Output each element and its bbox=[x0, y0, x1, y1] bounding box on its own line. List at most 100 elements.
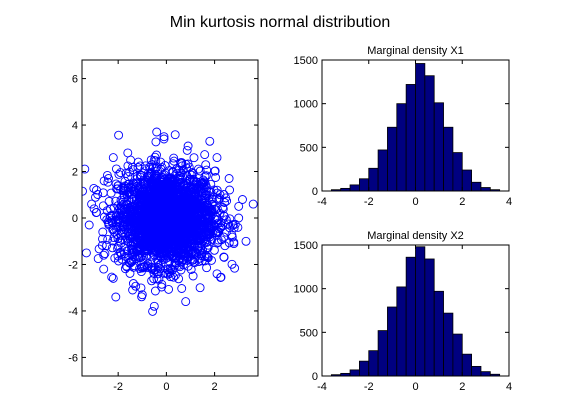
scatter-point bbox=[116, 207, 126, 217]
hist-x1-bar bbox=[368, 167, 379, 192]
scatter-point bbox=[136, 172, 145, 182]
hist-x1-xtick-label: -2 bbox=[364, 196, 374, 208]
scatter-point bbox=[126, 211, 136, 220]
hist-x2-xtick-label: 0 bbox=[412, 381, 418, 393]
scatter-points bbox=[82, 127, 258, 316]
hist-x2-title: Marginal density X2 bbox=[367, 230, 464, 242]
hist-x2-bar bbox=[405, 256, 416, 377]
scatter-point bbox=[134, 209, 143, 219]
scatter-point bbox=[179, 231, 189, 241]
scatter-point bbox=[181, 205, 191, 215]
scatter-point bbox=[152, 177, 161, 187]
hist-x2-bar bbox=[424, 258, 435, 377]
hist-x2-xtick-label: -2 bbox=[364, 381, 374, 393]
scatter-point bbox=[129, 213, 139, 222]
scatter-point bbox=[103, 177, 113, 187]
hist-x1-bar bbox=[461, 169, 473, 192]
scatter-point bbox=[160, 228, 170, 238]
scatter-point bbox=[169, 191, 179, 201]
hist-x1-bar bbox=[471, 181, 482, 192]
scatter-point bbox=[123, 253, 133, 263]
scatter-point bbox=[159, 132, 169, 142]
scatter-point bbox=[135, 185, 145, 194]
scatter-point bbox=[221, 227, 231, 237]
scatter-point bbox=[199, 234, 209, 244]
scatter-point bbox=[177, 284, 187, 293]
scatter-point bbox=[114, 169, 124, 179]
scatter-point bbox=[126, 256, 136, 266]
scatter-point bbox=[152, 127, 162, 137]
scatter-ytick-label: -4 bbox=[68, 306, 78, 318]
scatter-point bbox=[210, 166, 220, 176]
hist-x2-bar bbox=[471, 365, 482, 377]
hist-x2-ytick-label: 1500 bbox=[294, 240, 318, 252]
scatter-point bbox=[191, 217, 201, 227]
scatter-point bbox=[171, 179, 181, 189]
scatter-point bbox=[98, 234, 107, 244]
scatter-point bbox=[230, 263, 240, 273]
scatter-point bbox=[212, 185, 222, 195]
histogram-x2-panel: -4 -2 0 2 4 0 500 1000 1500 Marginal density X2 bbox=[294, 230, 513, 393]
scatter-point bbox=[134, 189, 144, 199]
scatter-point bbox=[166, 177, 176, 187]
scatter-point bbox=[127, 183, 137, 193]
scatter-point bbox=[150, 182, 160, 192]
scatter-point bbox=[172, 225, 182, 235]
scatter-point bbox=[177, 158, 187, 168]
scatter-point bbox=[128, 245, 138, 255]
scatter-point bbox=[146, 203, 156, 213]
scatter-point bbox=[116, 195, 126, 205]
scatter-point bbox=[108, 273, 118, 283]
scatter-point bbox=[170, 130, 180, 140]
scatter-point bbox=[120, 181, 130, 191]
hist-x1-title: Marginal density X1 bbox=[367, 45, 464, 57]
hist-x2-bar bbox=[377, 330, 388, 377]
scatter-point bbox=[131, 239, 141, 249]
scatter-point bbox=[183, 141, 193, 151]
scatter-xtick-label: 2 bbox=[212, 381, 218, 393]
hist-x2-bar bbox=[396, 286, 407, 377]
hist-x2-bar bbox=[415, 246, 426, 377]
scatter-point bbox=[156, 221, 166, 231]
scatter-point bbox=[174, 274, 184, 284]
scatter-point bbox=[89, 204, 99, 214]
scatter-point bbox=[117, 235, 127, 245]
hist-x1-bar bbox=[396, 103, 407, 192]
scatter-point bbox=[200, 256, 210, 266]
histogram-x1-panel: -4 -2 0 2 4 0 500 1000 1500 Marginal density X1 bbox=[294, 45, 513, 208]
scatter-point bbox=[155, 233, 165, 243]
scatter-point bbox=[173, 185, 183, 195]
hist-x2-bar bbox=[443, 312, 454, 377]
scatter-point bbox=[195, 234, 205, 244]
scatter-point bbox=[172, 244, 182, 254]
scatter-ytick-label: 6 bbox=[72, 74, 78, 86]
scatter-point bbox=[151, 137, 161, 147]
scatter-point bbox=[99, 176, 109, 186]
hist-x1-xtick-label: 0 bbox=[412, 196, 418, 208]
scatter-point bbox=[248, 199, 258, 209]
scatter-point bbox=[108, 236, 118, 246]
scatter-point bbox=[129, 221, 139, 231]
scatter-point bbox=[212, 153, 222, 163]
hist-x2-xtick-label: 2 bbox=[459, 381, 465, 393]
hist-x1-ytick-label: 1500 bbox=[294, 55, 318, 67]
scatter-point bbox=[150, 152, 160, 162]
scatter-point bbox=[182, 145, 192, 155]
scatter-point bbox=[201, 160, 211, 170]
scatter-point bbox=[213, 215, 223, 225]
scatter-point bbox=[202, 183, 212, 193]
scatter-point bbox=[137, 290, 147, 300]
hist-x1-bar bbox=[424, 75, 435, 192]
scatter-point bbox=[187, 170, 197, 180]
scatter-point bbox=[221, 193, 231, 203]
scatter-point bbox=[118, 210, 128, 220]
scatter-point bbox=[225, 185, 235, 195]
scatter-point bbox=[150, 286, 160, 296]
scatter-point bbox=[220, 241, 230, 251]
scatter-point bbox=[202, 226, 212, 236]
scatter-point bbox=[91, 192, 100, 202]
scatter-point bbox=[82, 248, 91, 258]
scatter-point bbox=[113, 181, 123, 191]
scatter-point bbox=[189, 153, 199, 163]
scatter-point bbox=[111, 164, 121, 174]
